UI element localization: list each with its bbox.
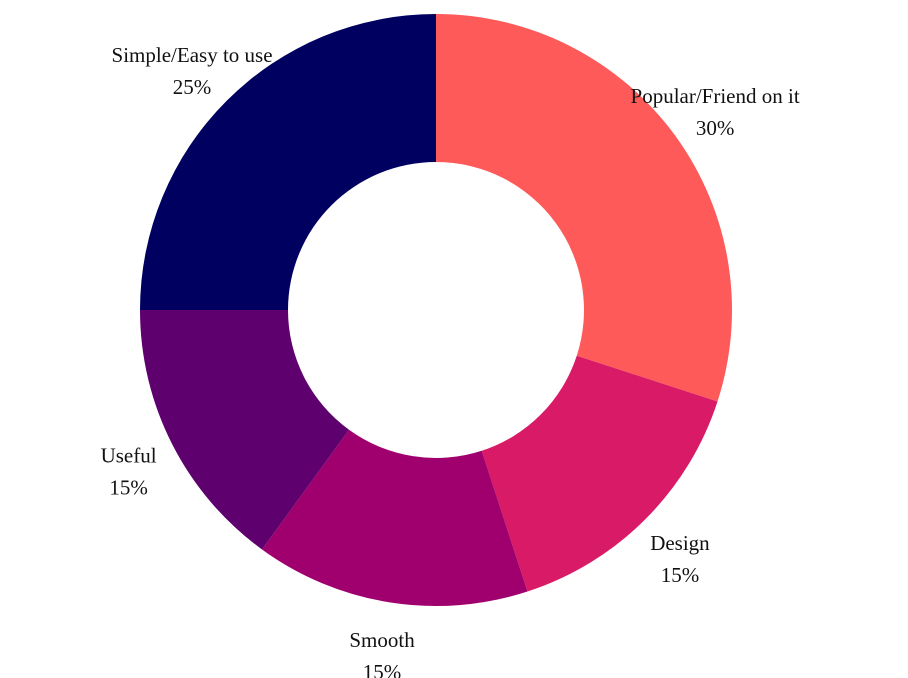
slice-category-label: Useful [101,444,157,468]
slice-label-design: Design 15% [650,531,710,587]
slice-value-label: 15% [363,660,402,678]
slice-useful [140,310,350,550]
slice-value-label: 15% [109,476,148,500]
slice-label-useful: Useful 15% [101,444,157,500]
slice-label-smooth: Smooth 15% [349,628,415,678]
slice-value-label: 15% [661,563,700,587]
donut-slices [140,14,732,606]
slice-value-label: 25% [173,75,212,99]
slice-popular-friend-on-it [436,14,732,402]
slice-label-simple-easy-to-use: Simple/Easy to use 25% [112,43,273,99]
slice-category-label: Simple/Easy to use [112,43,273,67]
slice-smooth [262,429,528,606]
slice-label-popular-friend-on-it: Popular/Friend on it 30% [631,84,800,140]
slice-category-label: Smooth [349,628,415,652]
slice-category-label: Popular/Friend on it [631,84,800,108]
slice-category-label: Design [650,531,710,555]
slice-labels: Popular/Friend on it 30% Design 15% Smooth 15… [101,43,800,678]
slice-design [481,355,718,592]
slice-simple-easy-to-use [140,14,436,310]
slice-value-label: 30% [696,116,735,140]
